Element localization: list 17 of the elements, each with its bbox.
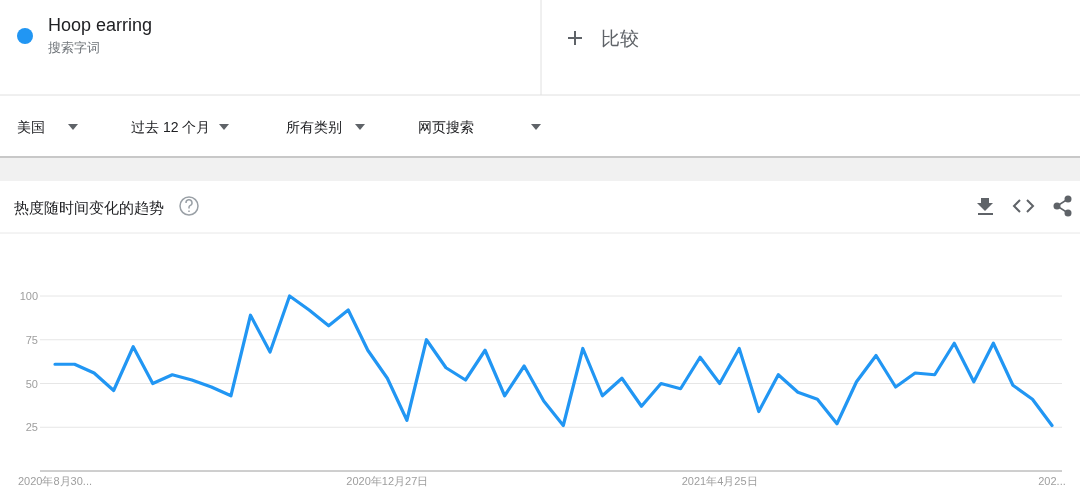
- text: 过去 12 个月: [131, 119, 211, 135]
- y-tick-label: 75: [25, 333, 38, 346]
- chart-subtitle: 搜索字词: [48, 40, 100, 55]
- x-tick-label: 2021年4月25日: [681, 475, 758, 487]
- text: 美国: [17, 119, 45, 135]
- chart-title: 热度随时间变化的趋势: [14, 199, 164, 216]
- x-tick-label: 2020年12月27日: [346, 475, 429, 487]
- line-series: [53, 294, 1054, 428]
- x-tick-label: 202...: [1038, 475, 1066, 487]
- y-tick-label: 50: [25, 377, 38, 390]
- y-tick-label: 100: [19, 290, 38, 302]
- x-tick-label: 2020年8月30...: [18, 475, 92, 487]
- legend-label: Hoop earring: [48, 15, 153, 35]
- y-tick-label: 25: [25, 421, 38, 434]
- text: 网页搜索: [418, 119, 474, 135]
- text: 所有类别: [286, 119, 342, 135]
- text: 比较: [601, 28, 639, 49]
